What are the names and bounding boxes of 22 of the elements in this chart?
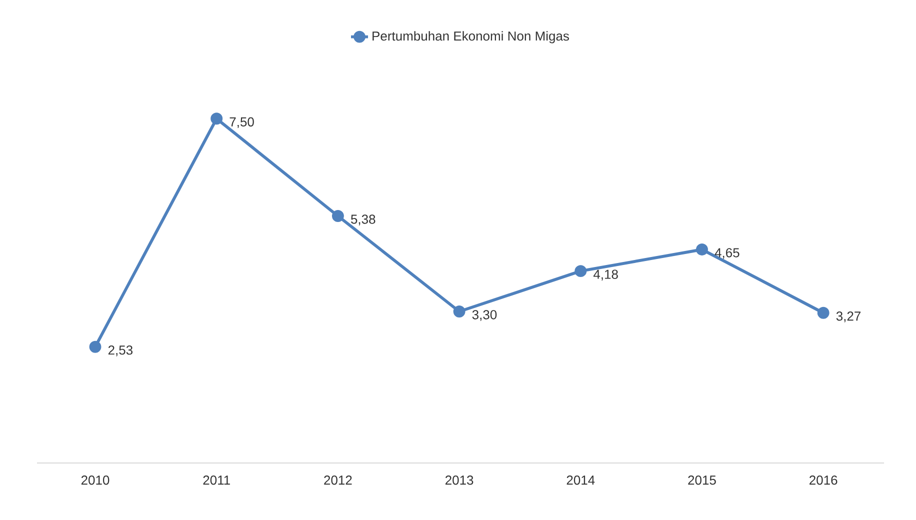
data-label: 2,53 — [108, 345, 133, 356]
x-tick-label: 2013 — [445, 476, 474, 485]
data-label: 4,65 — [714, 248, 740, 259]
point — [574, 265, 587, 278]
point — [332, 210, 344, 222]
x-tick-label: 2012 — [324, 476, 352, 485]
x-tick-label: 2014 — [566, 476, 595, 485]
data-label: 3,27 — [836, 311, 861, 322]
point — [453, 306, 466, 318]
legend-label: Pertumbuhan Ekonomi Non Migas — [372, 31, 569, 44]
data-label: 3,30 — [472, 310, 497, 321]
point — [696, 244, 708, 256]
x-tick-label: 2015 — [688, 476, 716, 485]
data-label: 4,18 — [593, 270, 618, 280]
point — [817, 306, 830, 319]
point — [210, 112, 223, 125]
x-tick-label: 2016 — [810, 476, 838, 485]
point — [89, 340, 102, 353]
data-label: 7,50 — [230, 117, 254, 128]
x-tick-label: 2011 — [203, 476, 230, 485]
data-label: 5,38 — [350, 214, 376, 226]
x-tick-label: 2010 — [81, 476, 110, 485]
